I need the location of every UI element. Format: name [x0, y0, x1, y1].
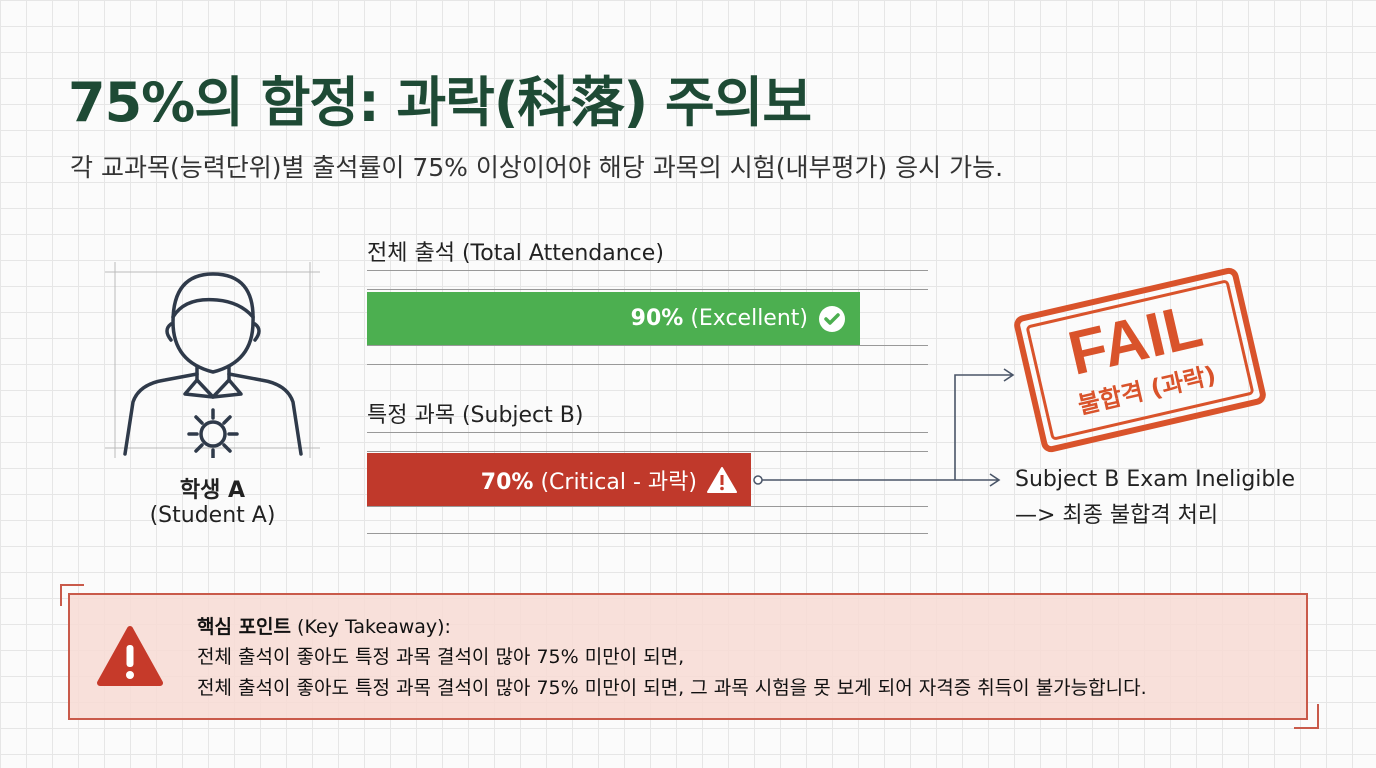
result-line1: Subject B Exam Ineligible — [1015, 467, 1296, 492]
page-title: 75%의 함정: 과락(科落) 주의보 — [68, 71, 812, 134]
frame-line — [367, 432, 928, 452]
warning-icon — [707, 466, 737, 493]
callout-line2: 전체 출석이 좋아도 특정 과목 결석이 많아 75% 미만이 되면, 그 과목… — [197, 677, 1147, 699]
person-gear-icon — [105, 262, 320, 460]
callout-line1: 전체 출석이 좋아도 특정 과목 결석이 많아 75% 미만이 되면, — [197, 646, 685, 668]
student-name-en: (Student A) — [149, 503, 276, 528]
frame-line — [367, 270, 928, 290]
student-name: 학생 A — [179, 478, 246, 503]
bar-total-attendance: 90% (Excellent) — [367, 292, 860, 345]
callout-corner-marks — [60, 584, 1319, 729]
subtitle: 각 교과목(능력단위)별 출석률이 75% 이상이어야 해당 과목의 시험(내부… — [70, 153, 1004, 182]
callout-heading: 핵심 포인트 (Key Takeaway): — [197, 616, 451, 638]
check-circle-icon — [819, 305, 845, 332]
key-takeaway-callout: 핵심 포인트 (Key Takeaway): 전체 출석이 좋아도 특정 과목 … — [68, 593, 1308, 720]
bar-value: 90% (Excellent) — [630, 306, 808, 331]
bar-label-subject: 특정 과목 (Subject B) — [367, 403, 584, 428]
frame-line — [367, 506, 928, 534]
frame-line — [367, 345, 928, 365]
student-figure — [105, 262, 320, 460]
warning-triangle-icon — [97, 626, 163, 686]
bar-label-total: 전체 출석 (Total Attendance) — [367, 241, 664, 266]
bar-value: 70% (Critical - 과락) — [480, 469, 697, 495]
bar-subject-b: 70% (Critical - 과락) — [367, 453, 751, 506]
result-line2: —> 최종 불합격 처리 — [1015, 503, 1219, 528]
